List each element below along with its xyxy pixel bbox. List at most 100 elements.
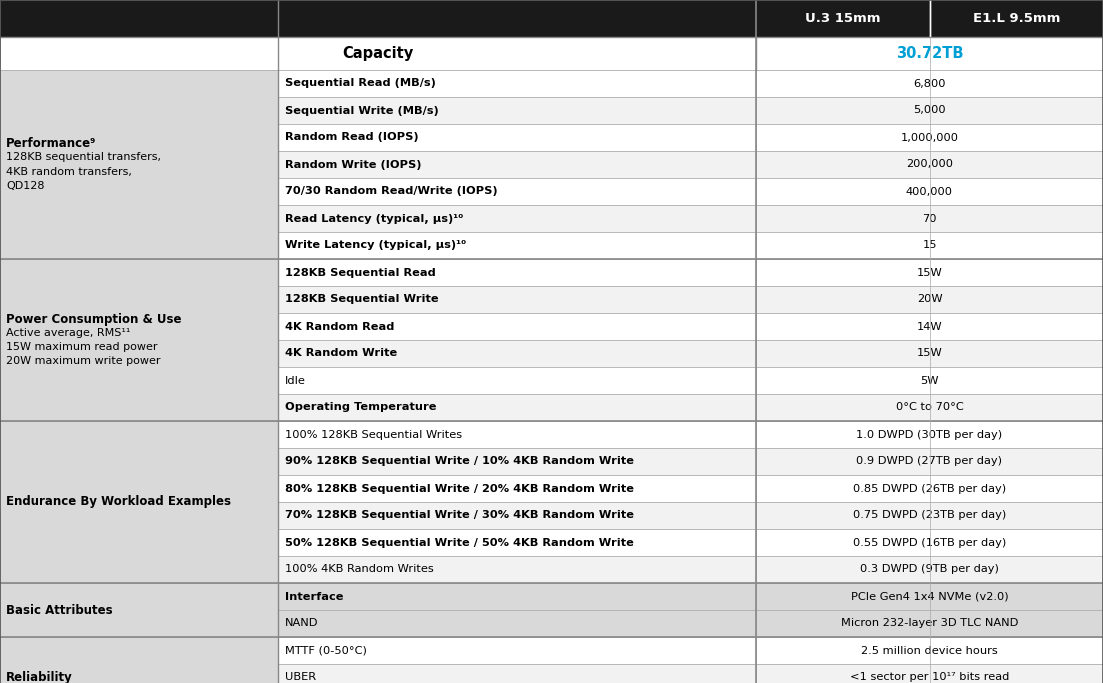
Text: Performance⁹: Performance⁹	[6, 137, 96, 150]
Text: 70% 128KB Sequential Write / 30% 4KB Random Write: 70% 128KB Sequential Write / 30% 4KB Ran…	[285, 510, 634, 520]
Text: 80% 128KB Sequential Write / 20% 4KB Random Write: 80% 128KB Sequential Write / 20% 4KB Ran…	[285, 484, 634, 494]
Bar	[278, 394, 756, 421]
Bar	[0, 0, 1103, 37]
Bar	[278, 70, 756, 97]
Text: 4K Random Read: 4K Random Read	[285, 322, 395, 331]
Bar	[278, 259, 756, 286]
Bar	[278, 313, 756, 340]
Text: 30.72TB: 30.72TB	[896, 46, 963, 61]
Text: 1,000,000: 1,000,000	[900, 133, 959, 143]
Text: Capacity: Capacity	[342, 46, 414, 61]
Bar	[756, 340, 1103, 367]
Bar	[756, 232, 1103, 259]
Text: Write Latency (typical, μs)¹⁰: Write Latency (typical, μs)¹⁰	[285, 240, 467, 251]
Bar	[0, 70, 278, 259]
Text: 128KB Sequential Write: 128KB Sequential Write	[285, 294, 439, 305]
Text: 128KB sequential transfers,: 128KB sequential transfers,	[6, 152, 161, 163]
Bar	[756, 610, 1103, 637]
Bar	[278, 232, 756, 259]
Bar	[278, 637, 756, 664]
Bar	[278, 556, 756, 583]
Bar	[756, 421, 1103, 448]
Bar	[756, 205, 1103, 232]
Bar	[278, 178, 756, 205]
Bar	[756, 583, 1103, 610]
Bar	[756, 556, 1103, 583]
Text: Reliability: Reliability	[6, 671, 73, 683]
Text: 0°C to 70°C: 0°C to 70°C	[896, 402, 963, 413]
Bar	[278, 367, 756, 394]
Text: 20W: 20W	[917, 294, 942, 305]
Text: 5,000: 5,000	[913, 105, 945, 115]
Bar	[0, 259, 278, 421]
Text: 6,800: 6,800	[913, 79, 945, 89]
Bar	[756, 448, 1103, 475]
Text: NAND: NAND	[285, 619, 319, 628]
Text: Power Consumption & Use: Power Consumption & Use	[6, 313, 182, 326]
Bar	[756, 502, 1103, 529]
Bar	[756, 124, 1103, 151]
Text: E1.L 9.5mm: E1.L 9.5mm	[973, 12, 1060, 25]
Text: 5W: 5W	[920, 376, 939, 385]
Text: 70/30 Random Read/Write (IOPS): 70/30 Random Read/Write (IOPS)	[285, 186, 497, 197]
Bar	[756, 259, 1103, 286]
Bar	[756, 286, 1103, 313]
Bar	[0, 637, 278, 683]
Text: 50% 128KB Sequential Write / 50% 4KB Random Write: 50% 128KB Sequential Write / 50% 4KB Ran…	[285, 538, 634, 548]
Text: PCIe Gen4 1x4 NVMe (v2.0): PCIe Gen4 1x4 NVMe (v2.0)	[850, 591, 1008, 602]
Bar	[278, 529, 756, 556]
Text: U.3 15mm: U.3 15mm	[805, 12, 881, 25]
Text: 15W maximum read power: 15W maximum read power	[6, 342, 158, 352]
Text: 100% 4KB Random Writes: 100% 4KB Random Writes	[285, 565, 433, 574]
Bar	[756, 70, 1103, 97]
Bar	[278, 286, 756, 313]
Text: 0.75 DWPD (23TB per day): 0.75 DWPD (23TB per day)	[853, 510, 1006, 520]
Text: Basic Attributes: Basic Attributes	[6, 604, 113, 617]
Text: 0.3 DWPD (9TB per day): 0.3 DWPD (9TB per day)	[860, 565, 999, 574]
Text: 0.55 DWPD (16TB per day): 0.55 DWPD (16TB per day)	[853, 538, 1006, 548]
Text: Random Write (IOPS): Random Write (IOPS)	[285, 160, 421, 169]
Text: UBER: UBER	[285, 673, 317, 682]
Bar	[0, 37, 1103, 70]
Text: 15W: 15W	[917, 268, 942, 277]
Text: Sequential Write (MB/s): Sequential Write (MB/s)	[285, 105, 439, 115]
Text: 4KB random transfers,: 4KB random transfers,	[6, 167, 132, 176]
Bar	[278, 97, 756, 124]
Bar	[756, 637, 1103, 664]
Text: Sequential Read (MB/s): Sequential Read (MB/s)	[285, 79, 436, 89]
Bar	[756, 529, 1103, 556]
Bar	[278, 124, 756, 151]
Text: 2.5 million device hours: 2.5 million device hours	[861, 645, 998, 656]
Text: Active average, RMS¹¹: Active average, RMS¹¹	[6, 328, 130, 338]
Bar	[278, 475, 756, 502]
Text: Random Read (IOPS): Random Read (IOPS)	[285, 133, 419, 143]
Bar	[756, 664, 1103, 683]
Bar	[756, 151, 1103, 178]
Bar	[0, 421, 278, 583]
Bar	[278, 205, 756, 232]
Bar	[756, 178, 1103, 205]
Text: Micron 232-layer 3D TLC NAND: Micron 232-layer 3D TLC NAND	[840, 619, 1018, 628]
Text: 0.85 DWPD (26TB per day): 0.85 DWPD (26TB per day)	[853, 484, 1006, 494]
Text: 400,000: 400,000	[906, 186, 953, 197]
Bar	[756, 475, 1103, 502]
Text: 14W: 14W	[917, 322, 942, 331]
Text: 20W maximum write power: 20W maximum write power	[6, 356, 161, 366]
Text: 0.9 DWPD (27TB per day): 0.9 DWPD (27TB per day)	[857, 456, 1003, 466]
Bar	[278, 502, 756, 529]
Text: 128KB Sequential Read: 128KB Sequential Read	[285, 268, 436, 277]
Bar	[756, 97, 1103, 124]
Text: QD128: QD128	[6, 180, 44, 191]
Text: 70: 70	[922, 214, 936, 223]
Text: Idle: Idle	[285, 376, 306, 385]
Bar	[278, 421, 756, 448]
Text: 15: 15	[922, 240, 936, 251]
Bar	[278, 583, 756, 610]
Bar	[756, 367, 1103, 394]
Text: 1.0 DWPD (30TB per day): 1.0 DWPD (30TB per day)	[856, 430, 1003, 439]
Bar	[756, 313, 1103, 340]
Text: 90% 128KB Sequential Write / 10% 4KB Random Write: 90% 128KB Sequential Write / 10% 4KB Ran…	[285, 456, 634, 466]
Text: Read Latency (typical, μs)¹⁰: Read Latency (typical, μs)¹⁰	[285, 214, 463, 223]
Text: 100% 128KB Sequential Writes: 100% 128KB Sequential Writes	[285, 430, 462, 439]
Bar	[278, 664, 756, 683]
